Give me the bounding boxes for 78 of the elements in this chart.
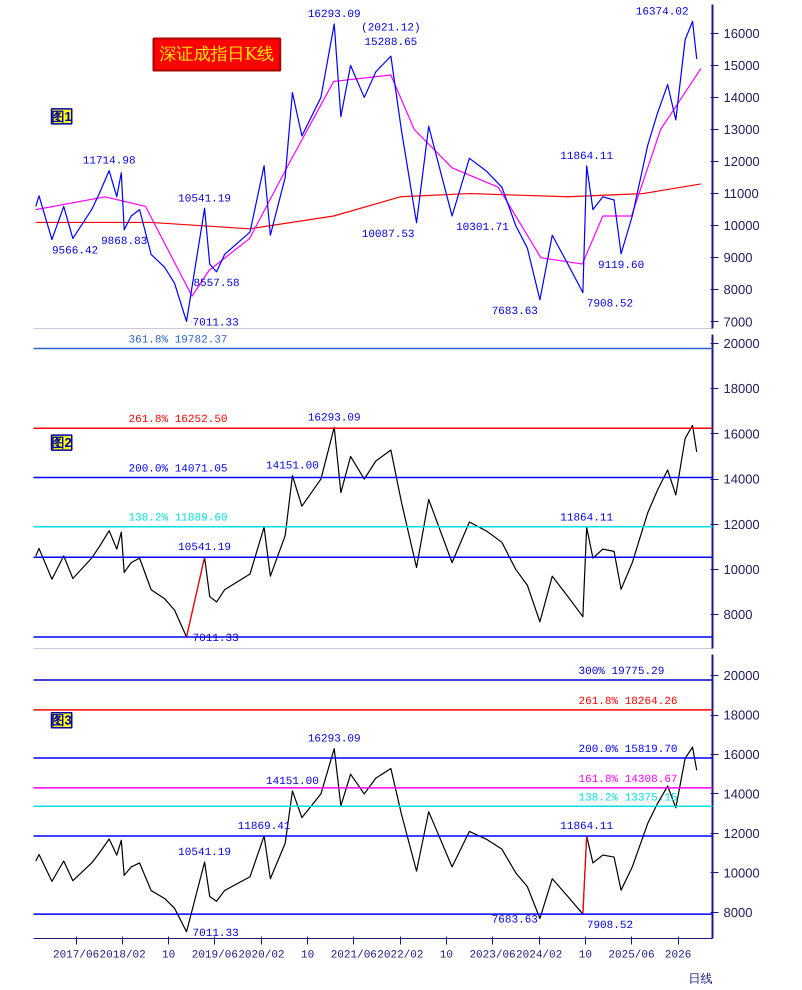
x-tick-label: 2017/06	[52, 950, 100, 962]
ref-line-label: 138.2% 11889.60	[128, 512, 228, 525]
annotation: 7908.52	[586, 920, 634, 932]
y-tick-label: 10000	[724, 865, 760, 880]
x-tick-label: 2025/06	[608, 950, 655, 962]
y-tick-label: 14000	[724, 90, 760, 105]
ref-line-label: 161.8% 14308.67	[578, 774, 678, 786]
x-tick-label: 2019/06	[192, 950, 238, 962]
annotation: 14151.00	[266, 776, 319, 788]
y-tick-label: 20000	[724, 668, 760, 684]
line-series	[35, 68, 702, 297]
ref-line-label: 261.8% 18264.26	[578, 696, 678, 708]
x-tick-label: 2018/02	[100, 950, 146, 962]
annotation: 11714.98	[82, 156, 136, 168]
text: 图2	[52, 435, 72, 450]
y-tick-label: 12000	[724, 516, 760, 532]
y-tick-label: 12000	[724, 826, 760, 841]
x-tick-label: 2026	[664, 950, 692, 962]
x-tick-label: 10	[301, 950, 314, 962]
y-tick-label: 8000	[724, 607, 752, 622]
y-tick-label: 18000	[724, 708, 760, 723]
annotation: 9868.83	[101, 236, 148, 248]
y-tick-label: 14000	[724, 786, 760, 802]
annotation: 10541.19	[178, 193, 231, 206]
x-tick-label: 2020/02	[238, 950, 285, 962]
annotation: 10087.53	[362, 228, 415, 241]
annotation: 11864.11	[560, 150, 614, 163]
annotation: 16293.09	[308, 734, 361, 746]
annotation: 10301.71	[456, 222, 510, 234]
annotation: 16293.09	[308, 8, 361, 21]
y-tick-label: 15000	[724, 58, 760, 73]
y-tick-label: 8000	[724, 904, 752, 920]
annotation: 9119.60	[598, 260, 644, 272]
x-tick-label: 10	[440, 950, 453, 962]
x-tick-label: 2022/02	[377, 950, 424, 962]
y-tick-label: 12000	[724, 154, 760, 170]
annotation: 7908.52	[586, 298, 634, 311]
y-tick-label: 16000	[724, 26, 760, 41]
y-tick-label: 7000	[724, 314, 752, 330]
annotation: 16293.09	[308, 412, 361, 424]
y-tick-label: 10000	[724, 562, 760, 577]
y-tick-label: 8000	[724, 282, 752, 298]
text: 图1	[52, 108, 72, 124]
ref-line-label: 200.0% 15819.70	[578, 744, 678, 756]
annotation: 7683.63	[492, 306, 538, 318]
x-tick-label: 10	[162, 950, 176, 962]
y-tick-label: 18000	[724, 381, 760, 396]
y-tick-label: 14000	[724, 472, 760, 487]
text: 图3	[52, 712, 72, 728]
x-tick-label: 2024/02	[516, 950, 562, 962]
annotation: 11864.11	[560, 821, 614, 834]
x-tick-label: 2023/06	[469, 950, 516, 962]
y-tick-label: 9000	[724, 250, 752, 266]
x-tick-label: 10	[578, 950, 592, 962]
annotation: 7011.33	[192, 928, 239, 940]
y-tick-label: 10000	[724, 218, 760, 234]
y-tick-label: 16000	[724, 746, 760, 762]
annotation: 7683.63	[492, 914, 538, 927]
y-tick-label: 11000	[724, 186, 759, 202]
line-series	[35, 183, 702, 230]
annotation: 11864.11	[560, 512, 614, 524]
text: 深证成指日K线	[160, 44, 274, 64]
y-tick-label: 16000	[724, 426, 760, 442]
annotation: 10541.19	[178, 847, 231, 860]
ref-line-label: 200.0% 14071.05	[128, 463, 228, 476]
annotation: (2021.12) 15288.65	[361, 22, 421, 50]
annotation: 16374.02	[636, 6, 689, 18]
annotation: 14151.00	[266, 460, 319, 473]
annotation: 9566.42	[52, 246, 98, 258]
y-tick-label: 13000	[724, 122, 760, 137]
ref-line-label: 261.8% 16252.50	[128, 414, 228, 426]
y-tick-label: 20000	[724, 336, 760, 352]
ref-line-label: 300% 19775.29	[578, 666, 664, 678]
x-tick-label: 2021/06	[330, 950, 377, 962]
ref-line-label: 361.8% 19782.37	[128, 334, 228, 346]
text: 日线	[688, 972, 712, 986]
annotation: 7011.33	[192, 317, 239, 330]
annotation: 10541.19	[178, 542, 231, 554]
